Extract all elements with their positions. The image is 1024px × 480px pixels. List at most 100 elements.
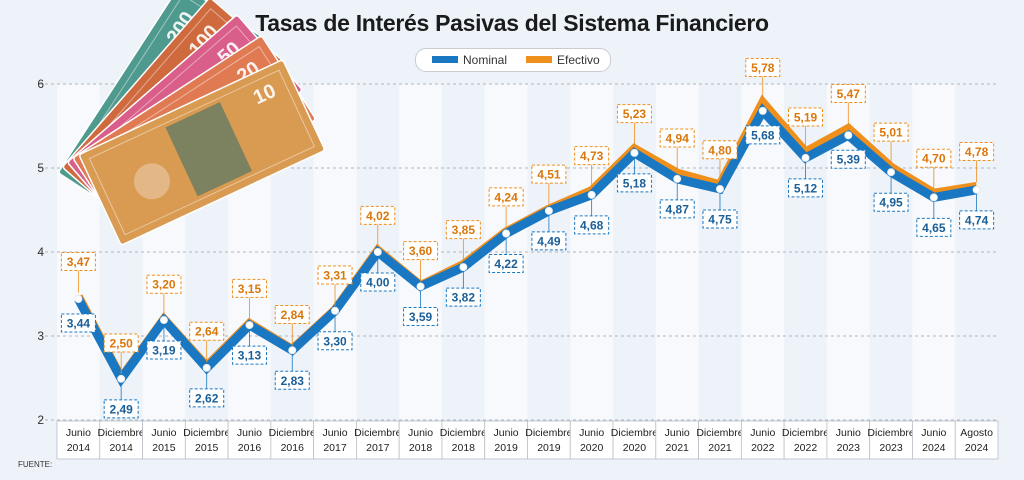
x-tick-box: [740, 420, 785, 460]
data-label-nominal: 3,30: [323, 334, 347, 348]
x-tick-label-year: 2018: [409, 442, 433, 454]
x-tick-box: [655, 420, 699, 460]
data-label-nominal: 4,68: [580, 218, 604, 232]
data-label-efectivo: 5,23: [623, 107, 647, 121]
data-point: [844, 131, 853, 140]
data-point: [715, 184, 724, 193]
x-tick-label-month: Junio: [836, 427, 861, 439]
data-label-efectivo-box: [488, 187, 524, 207]
data-label-nominal-box: [403, 306, 439, 326]
data-label-nominal: 5,12: [794, 181, 818, 195]
data-label-efectivo: 3,85: [452, 223, 476, 237]
data-label-efectivo-box: [959, 141, 995, 161]
data-point: [459, 263, 468, 272]
x-tick-label-month: Diciembre: [440, 427, 487, 439]
data-label-efectivo-box: [873, 122, 909, 142]
data-label-nominal: 5,68: [751, 128, 775, 142]
x-tick-label-month: Junio: [237, 427, 262, 439]
x-tick-label-month: Junio: [921, 427, 946, 439]
x-tick-box: [398, 420, 443, 460]
legend: Nominal Efectivo: [415, 48, 611, 72]
data-point: [373, 247, 382, 256]
data-point: [202, 363, 211, 372]
series-line-nominal: [74, 103, 978, 388]
data-label-nominal: 4,87: [666, 202, 690, 216]
data-label-efectivo-box: [574, 146, 610, 166]
data-label-efectivo: 5,19: [794, 111, 818, 125]
data-label-nominal-box: [830, 149, 866, 169]
data-label-nominal: 4,00: [366, 276, 390, 290]
x-tick-label-year: 2022: [794, 442, 818, 454]
x-tick-label-year: 2015: [152, 442, 176, 454]
data-label-nominal-box: [616, 173, 652, 193]
x-tick-label-month: Diciembre: [183, 427, 230, 439]
data-label-efectivo: 2,84: [281, 308, 305, 322]
data-label-efectivo-box: [616, 104, 652, 124]
data-label-nominal: 3,44: [67, 317, 91, 331]
y-tick-label: 5: [37, 161, 44, 175]
chart-title: Tasas de Interés Pasivas del Sistema Fin…: [255, 10, 769, 36]
x-tick-box: [227, 420, 272, 460]
data-label-nominal: 4,95: [879, 196, 903, 210]
data-label-efectivo: 5,78: [751, 61, 775, 75]
data-label-nominal: 3,19: [152, 344, 176, 358]
data-label-nominal: 3,13: [238, 349, 262, 363]
x-tick-label-year: 2017: [366, 442, 390, 454]
x-tick-box: [441, 420, 486, 460]
x-tick-label-year: 2021: [708, 442, 732, 454]
data-label-nominal-box: [959, 210, 995, 230]
data-label-nominal-box: [788, 178, 824, 198]
x-tick-label-month: Junio: [66, 427, 91, 439]
x-tick-label-month: Agosto: [960, 427, 993, 439]
x-tick-label-month: Junio: [322, 427, 347, 439]
x-tick-label-year: 2018: [452, 442, 476, 454]
data-label-nominal-box: [103, 399, 139, 419]
data-label-nominal-box: [189, 388, 225, 408]
x-tick-label-month: Junio: [494, 427, 519, 439]
legend-swatch-efectivo: [526, 56, 552, 64]
data-label-efectivo-box: [445, 220, 481, 240]
data-label-nominal-box: [360, 272, 396, 292]
y-tick-label: 2: [37, 413, 44, 427]
x-tick-label-month: Diciembre: [269, 427, 316, 439]
data-label-efectivo: 3,20: [152, 278, 176, 292]
x-tick-label-year: 2020: [580, 442, 604, 454]
data-label-nominal: 4,75: [708, 213, 732, 227]
data-point: [673, 174, 682, 183]
data-label-efectivo: 5,01: [879, 126, 903, 140]
data-label-nominal: 2,83: [281, 374, 305, 388]
x-tick-label-year: 2017: [323, 442, 347, 454]
data-label-nominal-box: [531, 231, 567, 251]
source-label: FUENTE:: [18, 460, 53, 469]
data-label-efectivo-box: [103, 333, 139, 353]
data-label-nominal-box: [60, 313, 96, 333]
data-point: [288, 346, 297, 355]
x-tick-box: [356, 420, 400, 460]
data-label-efectivo: 2,64: [195, 325, 219, 339]
x-tick-label-year: 2021: [666, 442, 690, 454]
data-point: [887, 168, 896, 177]
x-tick-box: [56, 420, 101, 460]
x-tick-label-month: Diciembre: [867, 427, 914, 439]
legend-swatch-nominal: [432, 56, 458, 64]
x-tick-label-year: 2023: [837, 442, 861, 454]
x-tick-label-year: 2014: [67, 442, 91, 454]
data-label-nominal-box: [702, 209, 738, 229]
data-point: [972, 185, 981, 194]
data-label-efectivo: 2,50: [109, 337, 133, 351]
x-tick-box: [826, 420, 871, 460]
data-label-efectivo: 5,47: [837, 87, 861, 101]
data-point: [929, 193, 938, 202]
x-tick-label-month: Diciembre: [611, 427, 658, 439]
data-point: [801, 153, 810, 162]
data-label-efectivo-box: [360, 205, 396, 225]
data-label-efectivo-box: [60, 252, 96, 272]
x-tick-label-year: 2020: [623, 442, 647, 454]
data-label-nominal-box: [445, 287, 481, 307]
x-tick-label-month: Junio: [665, 427, 690, 439]
data-label-efectivo-box: [531, 164, 567, 184]
data-label-nominal: 4,65: [922, 221, 946, 235]
data-label-nominal: 5,18: [623, 176, 647, 190]
